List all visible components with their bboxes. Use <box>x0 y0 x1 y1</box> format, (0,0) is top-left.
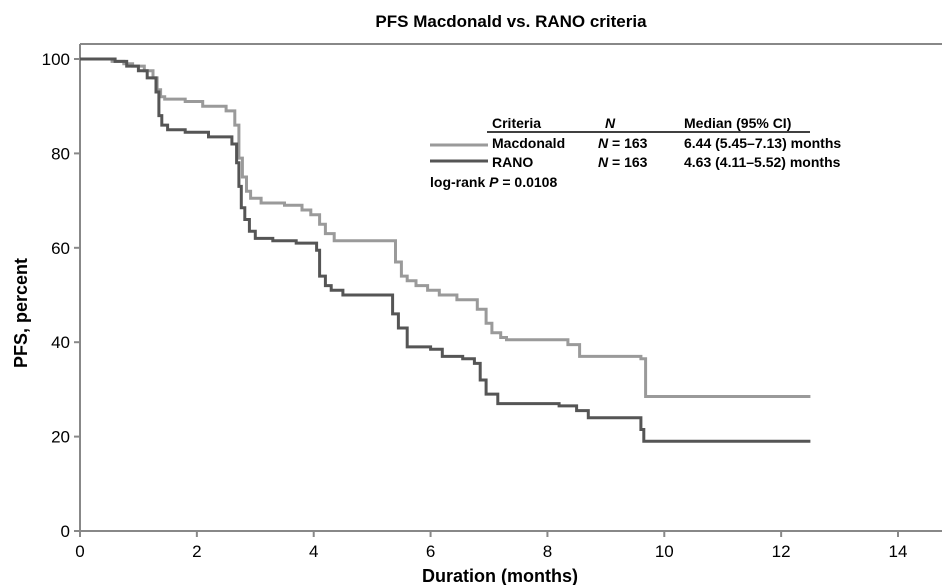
x-tick-label: 8 <box>543 542 552 561</box>
y-tick-label: 0 <box>61 522 70 541</box>
series-layer <box>80 57 811 443</box>
legend-n-macdonald: N = 163 <box>598 135 648 151</box>
plot-frame <box>79 43 942 532</box>
legend-header-n: N <box>605 115 616 131</box>
y-axis-ticks: 0 20 40 60 80 100 <box>42 50 80 541</box>
legend-median-rano: 4.63 (4.11–5.52) months <box>684 154 841 170</box>
x-tick-label: 2 <box>192 542 201 561</box>
legend-table: Criteria N Median (95% CI) Macdonald N =… <box>430 115 841 190</box>
x-axis-ticks: 0 2 4 6 8 10 12 14 <box>75 531 907 561</box>
y-tick-label: 60 <box>51 239 70 258</box>
x-tick-label: 4 <box>309 542 318 561</box>
legend-n-value: = 163 <box>608 135 648 151</box>
legend-pvalue: log-rank P = 0.0108 <box>430 174 557 190</box>
x-axis-label: Duration (months) <box>422 566 578 585</box>
legend-header-median: Median (95% CI) <box>684 115 791 131</box>
y-axis-label: PFS, percent <box>11 258 31 368</box>
series-line-macdonald <box>80 57 811 398</box>
x-tick-label: 10 <box>655 542 674 561</box>
y-tick-label: 20 <box>51 428 70 447</box>
x-tick-label: 12 <box>772 542 791 561</box>
y-tick-label: 100 <box>42 50 70 69</box>
series-line-rano <box>80 57 811 443</box>
pvalue-value: = 0.0108 <box>498 174 557 190</box>
y-tick-label: 80 <box>51 144 70 163</box>
legend-n-value: = 163 <box>608 154 648 170</box>
pvalue-symbol: P <box>489 174 499 190</box>
legend-label-rano: RANO <box>492 154 533 170</box>
chart-title: PFS Macdonald vs. RANO criteria <box>375 12 647 31</box>
pvalue-prefix: log-rank <box>430 174 489 190</box>
x-tick-label: 0 <box>75 542 84 561</box>
legend-n-symbol: N <box>598 154 609 170</box>
legend-n-rano: N = 163 <box>598 154 648 170</box>
y-tick-label: 40 <box>51 333 70 352</box>
x-tick-label: 6 <box>426 542 435 561</box>
legend-header-criteria: Criteria <box>492 115 541 131</box>
legend-n-symbol: N <box>598 135 609 151</box>
legend-median-macdonald: 6.44 (5.45–7.13) months <box>684 135 841 151</box>
x-tick-label: 14 <box>889 542 908 561</box>
legend-label-macdonald: Macdonald <box>492 135 565 151</box>
